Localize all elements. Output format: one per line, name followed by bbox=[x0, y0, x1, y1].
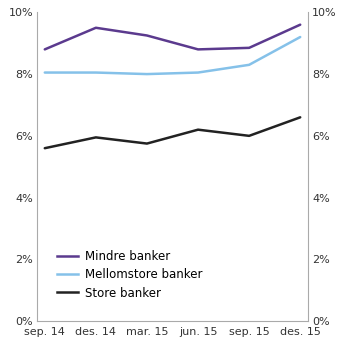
Legend: Mindre banker, Mellomstore banker, Store banker: Mindre banker, Mellomstore banker, Store… bbox=[57, 250, 203, 300]
Store banker bbox=[145, 141, 149, 146]
Store banker bbox=[298, 115, 302, 119]
Mellomstore banker bbox=[247, 63, 251, 67]
Store banker bbox=[247, 134, 251, 138]
Mindre banker bbox=[145, 33, 149, 38]
Mellomstore banker bbox=[145, 72, 149, 76]
Mellomstore banker bbox=[43, 70, 47, 75]
Mindre banker bbox=[298, 23, 302, 27]
Line: Mindre banker: Mindre banker bbox=[45, 25, 300, 49]
Mindre banker bbox=[94, 26, 98, 30]
Store banker bbox=[196, 128, 200, 132]
Line: Store banker: Store banker bbox=[45, 117, 300, 148]
Mindre banker bbox=[247, 46, 251, 50]
Mellomstore banker bbox=[94, 70, 98, 75]
Line: Mellomstore banker: Mellomstore banker bbox=[45, 37, 300, 74]
Store banker bbox=[43, 146, 47, 150]
Mindre banker bbox=[43, 47, 47, 51]
Mellomstore banker bbox=[196, 70, 200, 75]
Mellomstore banker bbox=[298, 35, 302, 39]
Mindre banker bbox=[196, 47, 200, 51]
Store banker bbox=[94, 135, 98, 139]
